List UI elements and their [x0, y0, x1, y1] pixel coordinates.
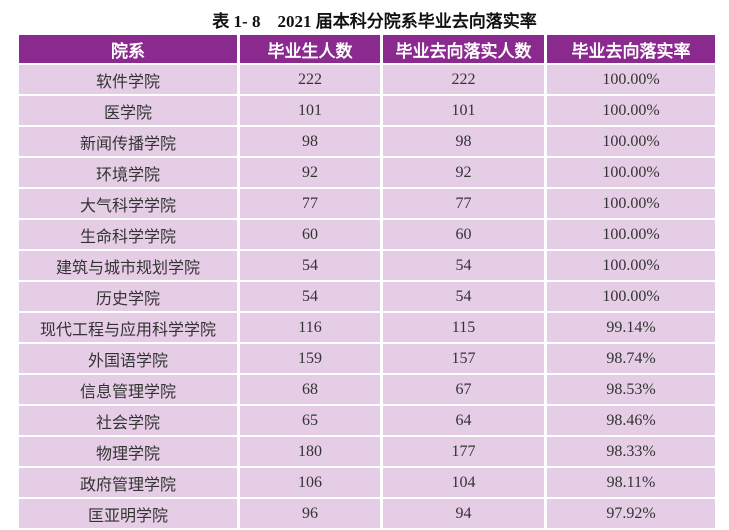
cell-department: 新闻传播学院 [19, 127, 237, 156]
cell-placed: 54 [383, 282, 544, 311]
cell-rate: 98.33% [547, 437, 715, 466]
cell-graduates: 106 [240, 468, 380, 497]
cell-department: 匡亚明学院 [19, 499, 237, 528]
cell-rate: 100.00% [547, 158, 715, 187]
header-graduates: 毕业生人数 [240, 35, 380, 63]
cell-graduates: 116 [240, 313, 380, 342]
cell-rate: 99.14% [547, 313, 715, 342]
cell-department: 社会学院 [19, 406, 237, 435]
table-row: 大气科学学院 77 77 100.00% [19, 189, 715, 218]
cell-graduates: 96 [240, 499, 380, 528]
cell-department: 历史学院 [19, 282, 237, 311]
cell-placed: 77 [383, 189, 544, 218]
header-rate: 毕业去向落实率 [547, 35, 715, 63]
cell-graduates: 222 [240, 65, 380, 94]
table-row: 新闻传播学院 98 98 100.00% [19, 127, 715, 156]
cell-graduates: 159 [240, 344, 380, 373]
cell-rate: 100.00% [547, 251, 715, 280]
table-row: 医学院 101 101 100.00% [19, 96, 715, 125]
table-row: 信息管理学院 68 67 98.53% [19, 375, 715, 404]
cell-graduates: 180 [240, 437, 380, 466]
table-row: 匡亚明学院 96 94 97.92% [19, 499, 715, 528]
cell-placed: 104 [383, 468, 544, 497]
cell-rate: 100.00% [547, 189, 715, 218]
table-row: 建筑与城市规划学院 54 54 100.00% [19, 251, 715, 280]
cell-graduates: 60 [240, 220, 380, 249]
cell-department: 外国语学院 [19, 344, 237, 373]
table-row: 历史学院 54 54 100.00% [19, 282, 715, 311]
cell-rate: 98.74% [547, 344, 715, 373]
cell-placed: 54 [383, 251, 544, 280]
cell-placed: 222 [383, 65, 544, 94]
cell-department: 大气科学学院 [19, 189, 237, 218]
cell-department: 建筑与城市规划学院 [19, 251, 237, 280]
cell-rate: 98.53% [547, 375, 715, 404]
cell-placed: 67 [383, 375, 544, 404]
table-row: 生命科学学院 60 60 100.00% [19, 220, 715, 249]
cell-placed: 101 [383, 96, 544, 125]
table-row: 软件学院 222 222 100.00% [19, 65, 715, 94]
cell-department: 软件学院 [19, 65, 237, 94]
cell-placed: 92 [383, 158, 544, 187]
table-row: 环境学院 92 92 100.00% [19, 158, 715, 187]
cell-placed: 157 [383, 344, 544, 373]
cell-placed: 115 [383, 313, 544, 342]
cell-rate: 98.11% [547, 468, 715, 497]
cell-graduates: 68 [240, 375, 380, 404]
cell-department: 政府管理学院 [19, 468, 237, 497]
cell-department: 信息管理学院 [19, 375, 237, 404]
cell-placed: 64 [383, 406, 544, 435]
cell-rate: 100.00% [547, 65, 715, 94]
cell-rate: 98.46% [547, 406, 715, 435]
cell-placed: 60 [383, 220, 544, 249]
table-row: 社会学院 65 64 98.46% [19, 406, 715, 435]
cell-graduates: 65 [240, 406, 380, 435]
cell-department: 物理学院 [19, 437, 237, 466]
cell-rate: 100.00% [547, 96, 715, 125]
cell-department: 现代工程与应用科学学院 [19, 313, 237, 342]
cell-rate: 100.00% [547, 127, 715, 156]
table-row: 物理学院 180 177 98.33% [19, 437, 715, 466]
table-row: 政府管理学院 106 104 98.11% [19, 468, 715, 497]
cell-graduates: 101 [240, 96, 380, 125]
cell-placed: 177 [383, 437, 544, 466]
cell-graduates: 77 [240, 189, 380, 218]
cell-graduates: 54 [240, 251, 380, 280]
cell-graduates: 54 [240, 282, 380, 311]
cell-rate: 97.92% [547, 499, 715, 528]
cell-rate: 100.00% [547, 220, 715, 249]
cell-graduates: 92 [240, 158, 380, 187]
cell-department: 医学院 [19, 96, 237, 125]
cell-graduates: 98 [240, 127, 380, 156]
header-placed: 毕业去向落实人数 [383, 35, 544, 63]
header-department: 院系 [19, 35, 237, 63]
cell-rate: 100.00% [547, 282, 715, 311]
cell-placed: 94 [383, 499, 544, 528]
header-row: 院系 毕业生人数 毕业去向落实人数 毕业去向落实率 [19, 35, 715, 63]
cell-placed: 98 [383, 127, 544, 156]
cell-department: 环境学院 [19, 158, 237, 187]
table-row: 外国语学院 159 157 98.74% [19, 344, 715, 373]
table-title: 表 1- 8 2021 届本科分院系毕业去向落实率 [212, 12, 537, 31]
placement-rate-table: 院系 毕业生人数 毕业去向落实人数 毕业去向落实率 软件学院 222 222 100.… [16, 33, 718, 530]
table-row: 现代工程与应用科学学院 116 115 99.14% [19, 313, 715, 342]
cell-department: 生命科学学院 [19, 220, 237, 249]
